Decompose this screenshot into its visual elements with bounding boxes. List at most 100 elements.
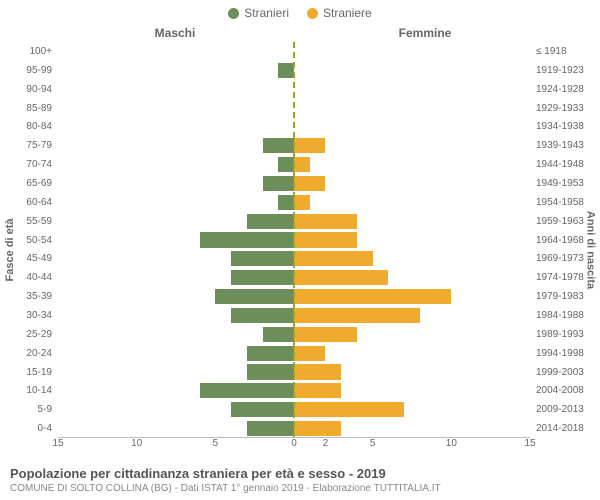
birth-year-label: 2004-2008 <box>536 385 584 396</box>
bar-female <box>294 232 357 247</box>
birth-year-label: 1929-1933 <box>536 103 584 114</box>
birth-year-label: 1924-1928 <box>536 84 584 95</box>
birth-year-label: 1999-2003 <box>536 367 584 378</box>
x-tick: 5 <box>370 438 376 449</box>
legend-item-female: Straniere <box>307 6 372 20</box>
age-label: 80-84 <box>26 121 52 132</box>
age-label: 45-49 <box>26 253 52 264</box>
bar-female <box>294 364 341 379</box>
legend-swatch-male <box>228 8 239 19</box>
age-label: 30-34 <box>26 310 52 321</box>
age-label: 70-74 <box>26 159 52 170</box>
bar-male <box>215 289 294 304</box>
age-label: 90-94 <box>26 84 52 95</box>
y-axis-title-right: Anni di nascita <box>584 211 596 289</box>
birth-year-label: 1969-1973 <box>536 253 584 264</box>
birth-year-label: 1949-1953 <box>536 178 584 189</box>
bar-female <box>294 346 325 361</box>
x-tick: 0 <box>291 438 297 449</box>
bar-female <box>294 251 373 266</box>
bar-male <box>247 346 294 361</box>
bar-female <box>294 402 404 417</box>
bar-male <box>247 214 294 229</box>
chart-subtitle: COMUNE DI SOLTO COLLINA (BG) - Dati ISTA… <box>10 483 590 494</box>
legend-label-male: Stranieri <box>244 6 289 20</box>
birth-year-label: 1979-1983 <box>536 291 584 302</box>
age-label: 10-14 <box>26 385 52 396</box>
bar-female <box>294 214 357 229</box>
bar-male <box>278 195 294 210</box>
x-tick: 15 <box>52 438 63 449</box>
age-label: 85-89 <box>26 103 52 114</box>
bar-male <box>247 364 294 379</box>
bar-female <box>294 421 341 436</box>
bar-female <box>294 308 420 323</box>
age-label: 100+ <box>29 46 52 57</box>
birth-year-label: 1974-1978 <box>536 272 584 283</box>
bar-male <box>200 383 294 398</box>
legend: Stranieri Straniere <box>0 0 600 20</box>
chart-area: 100+≤ 191895-991919-192390-941924-192885… <box>58 42 530 438</box>
bar-male <box>231 402 294 417</box>
legend-item-male: Stranieri <box>228 6 289 20</box>
birth-year-label: 1939-1943 <box>536 140 584 151</box>
side-titles: Maschi Femmine <box>0 26 600 40</box>
chart-title: Popolazione per cittadinanza straniera p… <box>10 466 590 483</box>
birth-year-label: ≤ 1918 <box>536 46 567 57</box>
x-tick: 2 <box>323 438 329 449</box>
age-label: 60-64 <box>26 197 52 208</box>
side-title-female: Femmine <box>300 26 600 40</box>
bar-male <box>263 176 294 191</box>
bar-male <box>231 308 294 323</box>
x-tick: 15 <box>524 438 535 449</box>
birth-year-label: 2014-2018 <box>536 423 584 434</box>
bar-male <box>263 327 294 342</box>
side-title-male: Maschi <box>0 26 300 40</box>
birth-year-label: 1989-1993 <box>536 329 584 340</box>
birth-year-label: 1959-1963 <box>536 216 584 227</box>
bar-male <box>200 232 294 247</box>
bar-male <box>278 63 294 78</box>
bar-male <box>247 421 294 436</box>
x-tick: 10 <box>446 438 457 449</box>
birth-year-label: 1919-1923 <box>536 65 584 76</box>
x-tick: 10 <box>131 438 142 449</box>
y-axis-title-left: Fasce di età <box>4 219 16 282</box>
bar-male <box>278 157 294 172</box>
age-label: 65-69 <box>26 178 52 189</box>
bar-male <box>231 270 294 285</box>
birth-year-label: 1994-1998 <box>536 348 584 359</box>
bar-male <box>263 138 294 153</box>
birth-year-label: 1954-1958 <box>536 197 584 208</box>
bar-female <box>294 270 388 285</box>
center-divider <box>293 42 295 438</box>
age-label: 0-4 <box>38 423 52 434</box>
age-label: 15-19 <box>26 367 52 378</box>
bar-female <box>294 176 325 191</box>
bar-female <box>294 195 310 210</box>
birth-year-label: 1964-1968 <box>536 235 584 246</box>
x-tick: 5 <box>213 438 219 449</box>
bar-female <box>294 138 325 153</box>
age-label: 55-59 <box>26 216 52 227</box>
birth-year-label: 2009-2013 <box>536 404 584 415</box>
age-label: 95-99 <box>26 65 52 76</box>
bar-male <box>231 251 294 266</box>
age-label: 35-39 <box>26 291 52 302</box>
bar-female <box>294 289 451 304</box>
age-label: 25-29 <box>26 329 52 340</box>
bar-female <box>294 327 357 342</box>
bar-female <box>294 157 310 172</box>
bar-female <box>294 383 341 398</box>
chart-footer: Popolazione per cittadinanza straniera p… <box>10 466 590 494</box>
age-label: 75-79 <box>26 140 52 151</box>
age-label: 50-54 <box>26 235 52 246</box>
x-axis: 151050251015 <box>58 438 530 456</box>
age-label: 20-24 <box>26 348 52 359</box>
birth-year-label: 1944-1948 <box>536 159 584 170</box>
birth-year-label: 1934-1938 <box>536 121 584 132</box>
age-label: 5-9 <box>38 404 52 415</box>
legend-swatch-female <box>307 8 318 19</box>
birth-year-label: 1984-1988 <box>536 310 584 321</box>
legend-label-female: Straniere <box>323 6 372 20</box>
